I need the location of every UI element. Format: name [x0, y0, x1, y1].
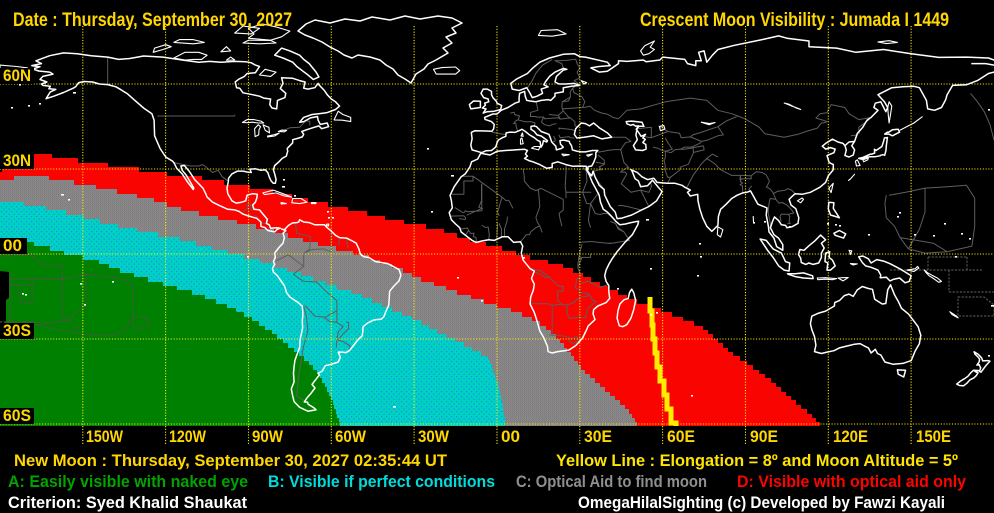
svg-text:60N: 60N: [3, 66, 31, 85]
svg-text:C: Optical Aid to find moon: C: Optical Aid to find moon: [516, 472, 707, 491]
svg-text:Date : Thursday, September 30,: Date : Thursday, September 30, 2027: [13, 10, 292, 31]
svg-text:60S: 60S: [3, 406, 31, 425]
svg-text:30S: 30S: [3, 321, 31, 340]
svg-text:120W: 120W: [169, 427, 207, 446]
svg-text:New Moon : Thursday, September: New Moon : Thursday, September 30, 2027 …: [14, 451, 448, 470]
svg-text:00: 00: [501, 427, 520, 446]
svg-text:30W: 30W: [418, 427, 450, 446]
svg-text:150E: 150E: [916, 427, 951, 446]
svg-text:D: Visible with optical aid on: D: Visible with optical aid only: [737, 472, 967, 491]
svg-text:B: Visible if perfect conditio: B: Visible if perfect conditions: [268, 472, 495, 491]
svg-text:Yellow Line : Elongation = 8º: Yellow Line : Elongation = 8º and Moon A…: [556, 451, 958, 470]
svg-text:60E: 60E: [667, 427, 695, 446]
svg-text:Crescent Moon Visibility : Jum: Crescent Moon Visibility : Jumada I 1449: [640, 10, 949, 31]
svg-text:OmegaHilalSighting (c) Devel: OmegaHilalSighting (c) Developed by Fawz…: [578, 493, 945, 512]
svg-text:150W: 150W: [86, 427, 124, 446]
svg-text:Criterion: Syed Khalid Shaukat: Criterion: Syed Khalid Shaukat: [8, 493, 247, 512]
svg-text:120E: 120E: [833, 427, 868, 446]
svg-text:90E: 90E: [750, 427, 778, 446]
svg-text:30E: 30E: [584, 427, 612, 446]
svg-text:A: Easily visible with naked e: A: Easily visible with naked eye: [8, 472, 248, 491]
svg-text:60W: 60W: [335, 427, 367, 446]
svg-text:30N: 30N: [3, 151, 31, 170]
svg-text:00: 00: [3, 236, 22, 255]
svg-text:90W: 90W: [252, 427, 284, 446]
